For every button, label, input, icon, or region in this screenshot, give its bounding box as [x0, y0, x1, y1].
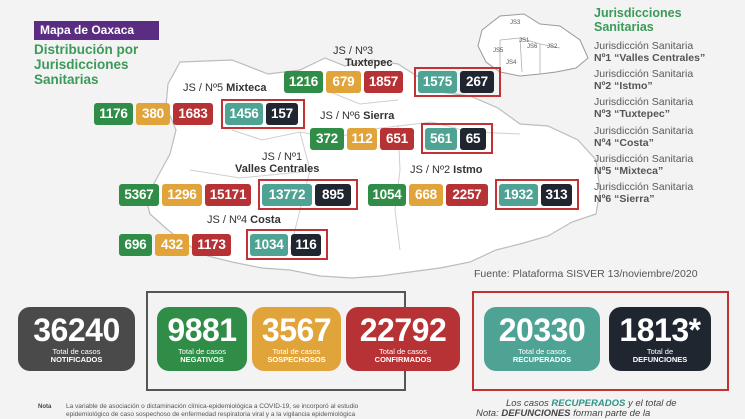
- inset-label-js1: JS1: [519, 38, 530, 44]
- total-confirmados: 22792 Total de casos CONFIRMADOS: [346, 307, 460, 371]
- total-sospechosos-caption: Total de casos: [272, 347, 321, 356]
- inset-map: [477, 13, 589, 77]
- costa-frame: [246, 229, 328, 260]
- subtitle-line: Sanitarias: [34, 72, 99, 87]
- sierra-recuperados: 561: [425, 128, 457, 150]
- footer-right-line1: Los casos RECUPERADOS y el total de: [506, 398, 677, 409]
- tuxtepec-frame: [414, 67, 501, 97]
- legend-item-js4: Jurisdicción Sanitaria Nº4 “Costa”: [594, 125, 694, 149]
- total-negativos-value: 9881: [167, 312, 237, 348]
- sierra-negativos: 372: [310, 128, 344, 150]
- tuxtepec-defunciones: 267: [460, 71, 494, 93]
- subtitle-line: Distribución por: [34, 42, 139, 57]
- region-label-sierra: JS / Nº6 Sierra: [320, 110, 395, 122]
- total-defunciones: 1813* Total de DEFUNCIONES: [609, 307, 711, 371]
- total-sospechosos: 3567 Total de casos SOSPECHOSOS: [252, 307, 341, 371]
- tuxtepec-recuperados: 1575: [418, 71, 457, 93]
- inset-label-js4: JS4: [506, 60, 517, 66]
- legend-title-line: Sanitarias: [594, 20, 654, 34]
- inset-label-js5: JS5: [493, 48, 504, 54]
- istmo-sospechosos: 668: [409, 184, 443, 206]
- inset-label-js2: JS2: [547, 44, 558, 50]
- legend-title-line: Jurisdicciones: [594, 6, 682, 20]
- total-defunciones-label: DEFUNCIONES: [632, 355, 688, 364]
- region-name-tuxtepec: Tuxtepec: [345, 57, 393, 69]
- inset-label-js3: JS3: [510, 20, 521, 26]
- footer-nota-text: La variable de asociación o dictaminació…: [66, 403, 359, 418]
- total-negativos-caption: Total de casos: [178, 347, 226, 356]
- tuxtepec-sospechosos: 679: [326, 71, 361, 93]
- istmo-negativos: 1054: [368, 184, 406, 206]
- total-confirmados-label: CONFIRMADOS: [374, 355, 432, 364]
- total-sospechosos-value: 3567: [261, 312, 332, 348]
- mixteca-defunciones: 157: [266, 103, 298, 125]
- total-defunciones-caption: Total de: [646, 347, 674, 356]
- mixteca-recuperados: 1456: [225, 103, 263, 125]
- total-sospechosos-label: SOSPECHOSOS: [267, 355, 326, 364]
- istmo-recuperados: 1932: [499, 184, 538, 206]
- sierra-confirmados: 651: [380, 128, 414, 150]
- footer-nota-label: Nota: [38, 404, 52, 410]
- total-defunciones-value: 1813*: [619, 312, 701, 348]
- costa-recuperados: 1034: [250, 234, 288, 256]
- total-negativos: 9881 Total de casos NEGATIVOS: [157, 307, 247, 371]
- costa-negativos: 696: [119, 234, 152, 256]
- total-notificados: 36240 Total de casos NOTIFICADOS: [18, 307, 135, 371]
- total-notificados-value: 36240: [33, 312, 120, 348]
- legend-item-js3: Jurisdicción Sanitaria Nº3 “Tuxtepec”: [594, 96, 694, 120]
- total-confirmados-caption: Total de casos: [379, 347, 427, 356]
- valles-defunciones: 895: [315, 184, 351, 206]
- region-label-valles: JS / Nº1: [262, 151, 303, 163]
- valles-confirmados: 15171: [205, 184, 251, 206]
- istmo-frame: [495, 179, 579, 210]
- sierra-frame: [421, 123, 493, 154]
- legend-title: Jurisdicciones Sanitarias: [594, 6, 682, 34]
- valles-negativos: 5367: [119, 184, 159, 206]
- subtitle-line: Jurisdicciones: [34, 57, 129, 72]
- footer-right-line2: Nota: DEFUNCIONES forman parte de la: [476, 408, 651, 419]
- valles-recuperados: 13772: [262, 184, 312, 206]
- total-recuperados-value: 20330: [498, 312, 586, 348]
- map-subtitle: Distribución por Jurisdicciones Sanitari…: [34, 42, 138, 87]
- region-name-valles: Valles Centrales: [235, 163, 320, 175]
- total-notificados-label: NOTIFICADOS: [50, 355, 103, 364]
- source-text: Fuente: Plataforma SISVER 13/noviembre/2…: [474, 268, 698, 280]
- legend-item-js6: Jurisdicción Sanitaria Nº6 “Sierra”: [594, 181, 694, 205]
- valles-sospechosos: 1296: [162, 184, 202, 206]
- mixteca-sospechosos: 380: [136, 103, 170, 125]
- tuxtepec-negativos: 1216: [284, 71, 323, 93]
- tuxtepec-confirmados: 1857: [364, 71, 403, 93]
- map-title-badge: Mapa de Oaxaca: [34, 21, 159, 40]
- legend-item-js5: Jurisdicción Sanitaria Nº5 “Mixteca”: [594, 153, 694, 177]
- mixteca-frame: [221, 99, 305, 129]
- jurisdiction-border: [189, 169, 301, 179]
- total-recuperados-caption: Total de casos: [518, 347, 566, 356]
- valles-frame: [258, 179, 358, 210]
- total-negativos-label: NEGATIVOS: [180, 355, 224, 364]
- costa-defunciones: 116: [291, 234, 321, 256]
- costa-confirmados: 1173: [192, 234, 231, 256]
- istmo-confirmados: 2257: [446, 184, 488, 206]
- inset-label-js6: JS6: [527, 44, 538, 50]
- right-group-frame: [472, 291, 729, 391]
- total-notificados-caption: Total de casos: [52, 347, 101, 356]
- legend-item-js2: Jurisdicción Sanitaria Nº2 “Istmo”: [594, 68, 694, 92]
- istmo-defunciones: 313: [541, 184, 572, 206]
- sierra-sospechosos: 112: [347, 128, 377, 150]
- legend-item-js1: Jurisdicción Sanitaria Nº1 “Valles Centra…: [594, 40, 706, 64]
- jurisdiction-border: [329, 91, 399, 105]
- mixteca-confirmados: 1683: [173, 103, 213, 125]
- costa-sospechosos: 432: [155, 234, 189, 256]
- total-confirmados-value: 22792: [359, 312, 447, 348]
- total-recuperados: 20330 Total de casos RECUPERADOS: [484, 307, 600, 371]
- region-label-mixteca: JS / Nº5 Mixteca: [183, 82, 267, 94]
- region-label-tuxtepec: JS / Nº3: [333, 45, 374, 57]
- region-label-costa: JS / Nº4 Costa: [207, 214, 281, 226]
- region-label-istmo: JS / Nº2 Istmo: [410, 164, 483, 176]
- sierra-defunciones: 65: [460, 128, 486, 150]
- mixteca-negativos: 1176: [94, 103, 133, 125]
- total-recuperados-label: RECUPERADOS: [512, 355, 572, 364]
